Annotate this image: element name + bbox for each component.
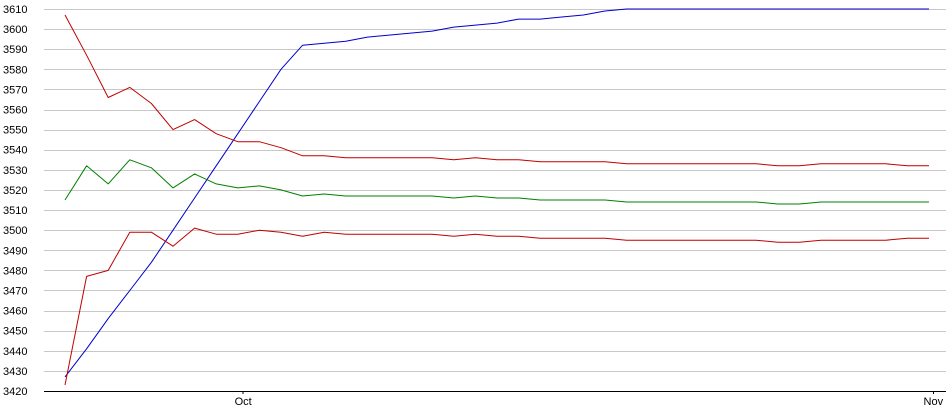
y-tick-label: 3550: [3, 125, 27, 137]
series-line-4: [64, 227, 929, 386]
y-tick-label: 3460: [3, 306, 27, 318]
y-tick-label: 3600: [3, 24, 27, 36]
x-tick-label: Nov: [924, 396, 944, 408]
x-axis-ticks: Oct Nov: [235, 391, 944, 408]
y-tick-label: 3540: [3, 145, 27, 157]
series-line-3: [64, 159, 929, 205]
grid-layer: [44, 9, 946, 392]
y-tick-label: 3610: [3, 4, 27, 16]
y-tick-label: 3450: [3, 326, 27, 338]
x-tick-label: Oct: [235, 396, 252, 408]
y-tick-label: 3490: [3, 245, 27, 257]
y-tick-label: 3520: [3, 185, 27, 197]
y-tick-label: 3480: [3, 265, 27, 277]
y-tick-label: 3570: [3, 84, 27, 96]
y-tick-label: 3510: [3, 205, 27, 217]
y-tick-label: 3560: [3, 105, 27, 117]
y-tick-label: 3590: [3, 44, 27, 56]
series-line-2: [64, 14, 929, 167]
y-tick-label: 3420: [3, 386, 27, 398]
y-axis-ticks: 3420 3430 3440 3450 3460 3470 3480 3490 3500 3510…: [3, 4, 27, 398]
y-tick-label: 3430: [3, 366, 27, 378]
y-tick-label: 3440: [3, 346, 27, 358]
y-tick-label: 3580: [3, 64, 27, 76]
y-tick-label: 3530: [3, 165, 27, 177]
y-tick-label: 3470: [3, 285, 27, 297]
y-tick-label: 3500: [3, 225, 27, 237]
series-line-1: [64, 8, 929, 378]
series-layer: [64, 8, 929, 386]
